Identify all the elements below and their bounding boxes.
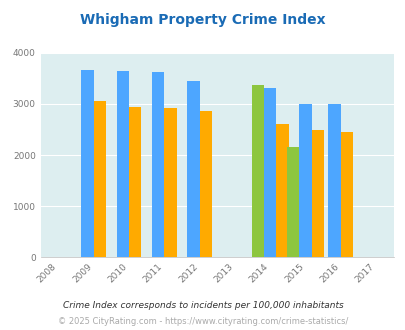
Bar (251, 84, 263, 257)
Bar (298, 104, 311, 257)
Bar (328, 104, 340, 257)
Bar (340, 132, 352, 257)
Text: © 2025 CityRating.com - https://www.cityrating.com/crime-statistics/: © 2025 CityRating.com - https://www.city… (58, 317, 347, 326)
Bar (116, 71, 129, 257)
Bar (94, 101, 106, 257)
Bar (286, 147, 298, 257)
Text: Whigham Property Crime Index: Whigham Property Crime Index (80, 13, 325, 27)
Bar (129, 107, 141, 257)
Bar (187, 82, 199, 257)
Text: Crime Index corresponds to incidents per 100,000 inhabitants: Crime Index corresponds to incidents per… (62, 301, 343, 310)
Bar (311, 130, 323, 257)
Bar (151, 72, 164, 257)
Bar (263, 88, 276, 257)
Bar (276, 124, 288, 257)
Bar (81, 70, 94, 257)
Bar (199, 111, 211, 257)
Bar (164, 108, 176, 257)
